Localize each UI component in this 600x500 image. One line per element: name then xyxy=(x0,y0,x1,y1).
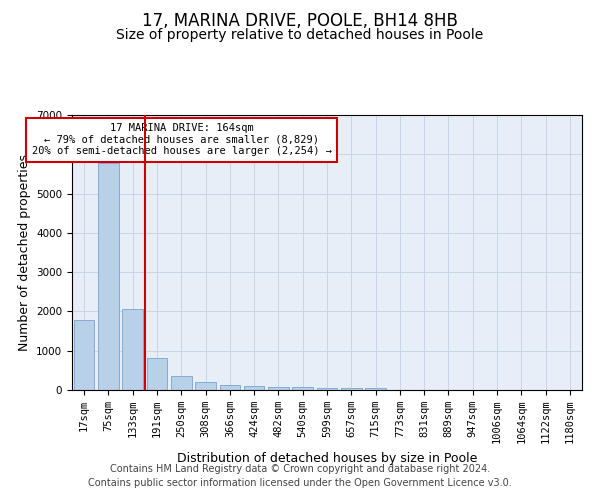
Bar xyxy=(195,382,216,390)
Bar xyxy=(341,388,362,390)
Text: 17 MARINA DRIVE: 164sqm
← 79% of detached houses are smaller (8,829)
20% of semi: 17 MARINA DRIVE: 164sqm ← 79% of detache… xyxy=(32,123,332,156)
Bar xyxy=(365,388,386,390)
Bar xyxy=(122,309,143,390)
Bar xyxy=(292,388,313,390)
Bar xyxy=(98,163,119,390)
Text: Size of property relative to detached houses in Poole: Size of property relative to detached ho… xyxy=(116,28,484,42)
Bar xyxy=(220,386,240,390)
Bar xyxy=(268,387,289,390)
X-axis label: Distribution of detached houses by size in Poole: Distribution of detached houses by size … xyxy=(177,452,477,465)
Bar xyxy=(317,388,337,390)
Text: 17, MARINA DRIVE, POOLE, BH14 8HB: 17, MARINA DRIVE, POOLE, BH14 8HB xyxy=(142,12,458,30)
Bar xyxy=(146,358,167,390)
Y-axis label: Number of detached properties: Number of detached properties xyxy=(17,154,31,351)
Bar xyxy=(171,376,191,390)
Bar xyxy=(74,320,94,390)
Text: Contains HM Land Registry data © Crown copyright and database right 2024.
Contai: Contains HM Land Registry data © Crown c… xyxy=(88,464,512,487)
Bar xyxy=(244,386,265,390)
